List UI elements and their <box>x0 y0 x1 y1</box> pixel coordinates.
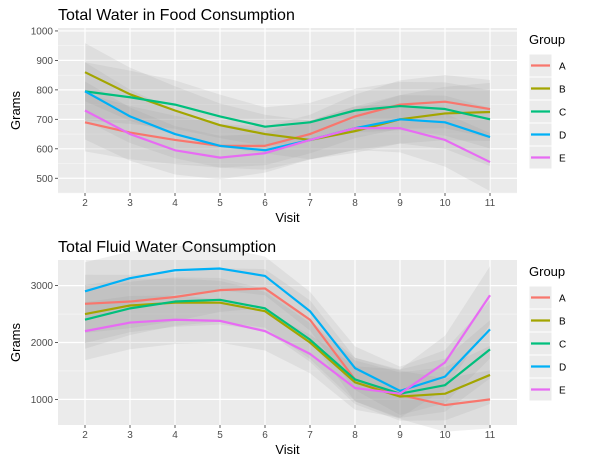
x-axis-label: Visit <box>275 210 300 225</box>
legend-label: C <box>559 108 566 119</box>
y-tick-label: 900 <box>36 56 53 67</box>
y-tick-label: 700 <box>36 115 53 126</box>
x-tick-label: 4 <box>172 198 178 209</box>
legend-label: E <box>559 386 566 397</box>
x-tick-label: 11 <box>485 198 496 209</box>
x-tick-label: 8 <box>352 198 358 209</box>
x-tick-label: 10 <box>439 430 451 441</box>
x-tick-label: 7 <box>307 198 313 209</box>
legend-title: Group <box>529 32 565 47</box>
y-axis-label: Grams <box>8 323 23 363</box>
legend-title: Group <box>529 264 565 279</box>
chart-panel-2: Total Fluid Water Consumption10002000300… <box>8 239 566 457</box>
y-tick-label: 1000 <box>31 26 54 37</box>
x-tick-label: 7 <box>307 430 313 441</box>
chart-title: Total Water in Food Consumption <box>58 7 295 24</box>
x-tick-label: 6 <box>262 430 268 441</box>
y-tick-label: 1000 <box>31 395 54 406</box>
x-tick-label: 9 <box>397 430 403 441</box>
legend-label: C <box>559 340 566 351</box>
x-tick-label: 3 <box>127 198 133 209</box>
x-tick-label: 2 <box>82 430 88 441</box>
x-tick-label: 2 <box>82 198 88 209</box>
legend-label: D <box>559 131 566 142</box>
y-axis-label: Grams <box>8 91 23 131</box>
x-tick-label: 9 <box>397 198 403 209</box>
legend-label: E <box>559 154 566 165</box>
x-tick-label: 8 <box>352 430 358 441</box>
y-tick-label: 500 <box>36 174 53 185</box>
x-tick-label: 5 <box>217 198 223 209</box>
y-tick-label: 800 <box>36 85 53 96</box>
x-tick-label: 11 <box>485 430 496 441</box>
x-tick-label: 6 <box>262 198 268 209</box>
y-tick-label: 600 <box>36 144 53 155</box>
x-axis-label: Visit <box>275 442 300 457</box>
legend: Group A B C D E <box>529 264 566 401</box>
x-tick-label: 4 <box>172 430 178 441</box>
chart-panel-1: Total Water in Food Consumption 500 600 700… <box>8 7 566 225</box>
legend-label: B <box>559 85 566 96</box>
x-tick-label: 10 <box>439 198 451 209</box>
legend-label: B <box>559 317 566 328</box>
legend-label: A <box>559 294 566 305</box>
legend: Group A B C D E <box>529 32 566 169</box>
y-tick-label: 3000 <box>31 281 54 292</box>
y-tick-label: 2000 <box>31 338 54 349</box>
legend-label: D <box>559 363 566 374</box>
x-tick-label: 3 <box>127 430 133 441</box>
x-tick-label: 5 <box>217 430 223 441</box>
legend-label: A <box>559 62 566 73</box>
